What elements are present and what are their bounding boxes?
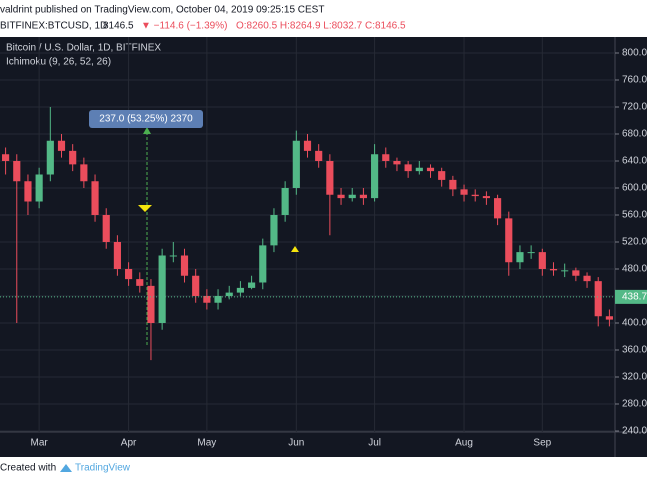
candle-body xyxy=(348,194,356,199)
marker xyxy=(291,246,299,252)
candle-body xyxy=(248,282,256,288)
candle-body xyxy=(24,181,32,202)
measure-arrow xyxy=(143,127,151,134)
candle-body xyxy=(572,270,580,276)
ohlc: O:8260.5 H:8264.9 L:8032.7 C:8146.5 xyxy=(236,21,406,32)
candle-body xyxy=(192,275,200,296)
candle-body xyxy=(337,194,345,199)
last-price-label: 438.7 xyxy=(622,292,647,303)
x-tick-label: May xyxy=(197,438,216,449)
candle-body xyxy=(270,214,278,246)
candle-body xyxy=(303,140,312,151)
x-tick-label: Jun xyxy=(288,438,304,449)
y-tick-label: 560.0 xyxy=(622,210,647,221)
candle-body xyxy=(382,154,390,161)
candle-body xyxy=(225,292,233,296)
candle-body xyxy=(46,140,54,175)
candle-body xyxy=(516,252,524,263)
indicator: Ichimoku (9, 26, 52, 26) xyxy=(6,57,111,68)
candle-body xyxy=(326,160,334,195)
y-tick-label: 800.0 xyxy=(622,48,647,59)
candle-body xyxy=(292,140,300,188)
candle-body xyxy=(494,198,502,219)
last-price-box xyxy=(615,289,647,304)
candle-body xyxy=(460,189,468,195)
y-tick-label: 320.0 xyxy=(622,372,647,383)
candle-body xyxy=(583,275,591,282)
change: ▼ −114.6 (−1.39%) xyxy=(141,21,227,32)
x-tick-label: Jul xyxy=(368,438,381,449)
measure-box xyxy=(89,110,203,128)
x-tick-label: Mar xyxy=(31,438,49,449)
candle-body xyxy=(393,160,401,165)
candle-body xyxy=(549,268,558,271)
candle-body xyxy=(236,287,244,293)
candle-body xyxy=(169,255,177,257)
y-tick-label: 240.0 xyxy=(622,426,647,437)
y-tick-label: 600.0 xyxy=(622,183,647,194)
candle-body xyxy=(147,285,155,323)
candle-body xyxy=(125,268,133,280)
y-tick-label: 280.0 xyxy=(622,399,647,410)
candle-body xyxy=(371,154,379,199)
measure-label: 237.0 (53.25%) 2370 xyxy=(99,114,193,125)
candle-body xyxy=(359,194,367,199)
candle-body xyxy=(2,154,10,161)
candle-body xyxy=(426,167,435,172)
candle-body xyxy=(136,279,144,286)
x-tick-label: Apr xyxy=(121,438,137,449)
plot-bg xyxy=(0,37,647,457)
candle-body xyxy=(91,181,99,215)
x-tick-label: Sep xyxy=(533,438,551,449)
candle-body xyxy=(35,174,43,202)
candle-body xyxy=(203,295,211,303)
candle-body xyxy=(561,270,569,272)
candle-body xyxy=(404,164,412,172)
y-tick-label: 400.0 xyxy=(622,318,647,329)
candle-body xyxy=(594,281,602,317)
publisher: valdrint published on TradingView.com, O… xyxy=(0,5,324,16)
y-tick-label: 480.0 xyxy=(622,264,647,275)
candle-body xyxy=(527,252,535,254)
candle-body xyxy=(214,295,222,303)
last: 8146.5 xyxy=(103,21,134,32)
candle-body xyxy=(102,214,110,242)
candle-body xyxy=(449,179,457,190)
candle-body xyxy=(281,187,289,215)
logo xyxy=(60,464,72,472)
y-tick-label: 640.0 xyxy=(622,156,647,167)
candle-body xyxy=(259,245,267,283)
marker xyxy=(138,205,152,212)
candle-body xyxy=(538,252,546,269)
candle-body xyxy=(471,194,479,197)
candle-body xyxy=(80,164,88,182)
candle-body xyxy=(13,160,21,182)
y-tick-label: 720.0 xyxy=(622,102,647,113)
y-tick-label: 760.0 xyxy=(622,75,647,86)
candle-body xyxy=(438,171,446,180)
x-tick-label: Aug xyxy=(455,438,473,449)
chart-title: Bitcoin / U.S. Dollar, 1D, BITFINEX xyxy=(6,43,161,54)
candle-body xyxy=(505,218,513,263)
y-tick-label: 680.0 xyxy=(622,129,647,140)
candle-body xyxy=(415,167,423,172)
candle-body xyxy=(180,255,189,276)
y-tick-label: 360.0 xyxy=(622,345,647,356)
candle-body xyxy=(605,316,613,320)
candle-body xyxy=(57,140,66,151)
candle-body xyxy=(482,196,490,199)
footer-created: Created with xyxy=(0,463,56,474)
footer-brand[interactable]: TradingView xyxy=(75,463,131,474)
candle-body xyxy=(113,241,121,269)
symbol: BITFINEX:BTCUSD, 1D xyxy=(0,21,107,32)
candle-body xyxy=(158,255,166,323)
y-tick-label: 520.0 xyxy=(622,237,647,248)
candle-body xyxy=(69,150,77,165)
candle-body xyxy=(315,150,323,161)
